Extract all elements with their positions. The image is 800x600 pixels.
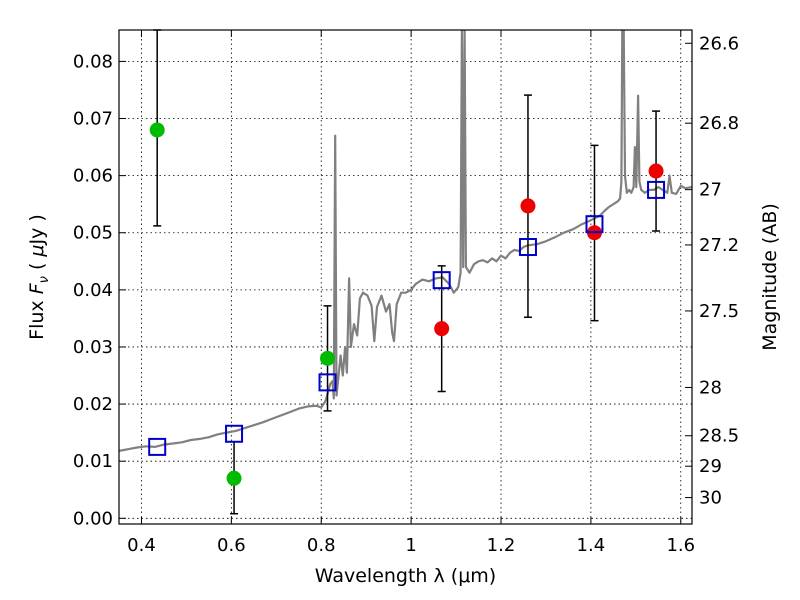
- axis-ticks: [119, 30, 692, 524]
- y2-tick-label: 27: [699, 180, 722, 201]
- model-spectrum-line: [119, 30, 692, 452]
- tick-labels: 0.4 0.6 0.8 1 1.2 1.4 1.6 0.00 0.01 0.02 0.03 0.04 0…: [73, 33, 739, 556]
- y-axis-label-mu: μ: [26, 244, 48, 257]
- plot-frame: [118, 29, 693, 525]
- y-tick-label: 0.02: [73, 394, 113, 415]
- y-tick-label: 0.08: [73, 51, 113, 72]
- red-photometry-point: [434, 321, 450, 337]
- x-tick-label: 0.8: [307, 535, 336, 556]
- model-band-square: [647, 180, 666, 199]
- y2-tick-label: 28.5: [699, 426, 739, 447]
- red-photometry-point: [648, 163, 664, 179]
- model-band-square: [432, 271, 451, 290]
- x-tick-label: 1.2: [487, 535, 516, 556]
- y-tick-label: 0.03: [73, 337, 113, 358]
- model-spectrum: [119, 30, 692, 452]
- x-tick-label: 1.6: [666, 535, 695, 556]
- model-band-square: [518, 238, 537, 257]
- model-band-square: [148, 437, 167, 456]
- x-tick-label: 1.4: [577, 535, 606, 556]
- y2-tick-label: 30: [699, 488, 722, 509]
- x-axis-label: Wavelength λ (μm): [315, 565, 496, 587]
- grid-lines: [119, 30, 692, 524]
- y-tick-label: 0.04: [73, 280, 113, 301]
- green-photometry-point: [226, 470, 242, 486]
- model-band-square: [318, 373, 337, 392]
- y2-tick-label: 27.5: [699, 301, 739, 322]
- x-tick-label: 0.6: [217, 535, 246, 556]
- y2-tick-label: 28: [699, 377, 722, 398]
- y-tick-label: 0.07: [73, 109, 113, 130]
- y2-tick-label: 29: [699, 456, 722, 477]
- y-axis-label-symbol: F: [26, 282, 48, 294]
- y-axis-label-mid: (: [26, 257, 48, 277]
- model-band-square: [225, 424, 244, 443]
- y2-tick-label: 26.6: [699, 33, 739, 54]
- green-photometry-point: [149, 122, 165, 138]
- data-points: [148, 122, 666, 486]
- x-tick-label: 1: [405, 535, 416, 556]
- red-photometry-point: [520, 198, 536, 214]
- y2-tick-label: 26.8: [699, 113, 739, 134]
- model-band-square: [585, 215, 604, 234]
- y-tick-label: 0.06: [73, 166, 113, 187]
- y-axis-label-prefix: Flux: [26, 294, 48, 340]
- y-tick-label: 0.01: [73, 451, 113, 472]
- y-tick-label: 0.05: [73, 223, 113, 244]
- y-axis-label-suffix: Jy ): [26, 214, 48, 245]
- green-photometry-point: [320, 350, 336, 366]
- right-axis-label: Magnitude (AB): [759, 203, 781, 351]
- x-tick-label: 0.4: [127, 535, 156, 556]
- y2-tick-label: 27.2: [699, 235, 739, 256]
- y-axis-label: Flux Fν ( μJy ): [26, 214, 52, 340]
- y-tick-label: 0.00: [73, 508, 113, 529]
- y-axis-label-subscript: ν: [37, 276, 52, 283]
